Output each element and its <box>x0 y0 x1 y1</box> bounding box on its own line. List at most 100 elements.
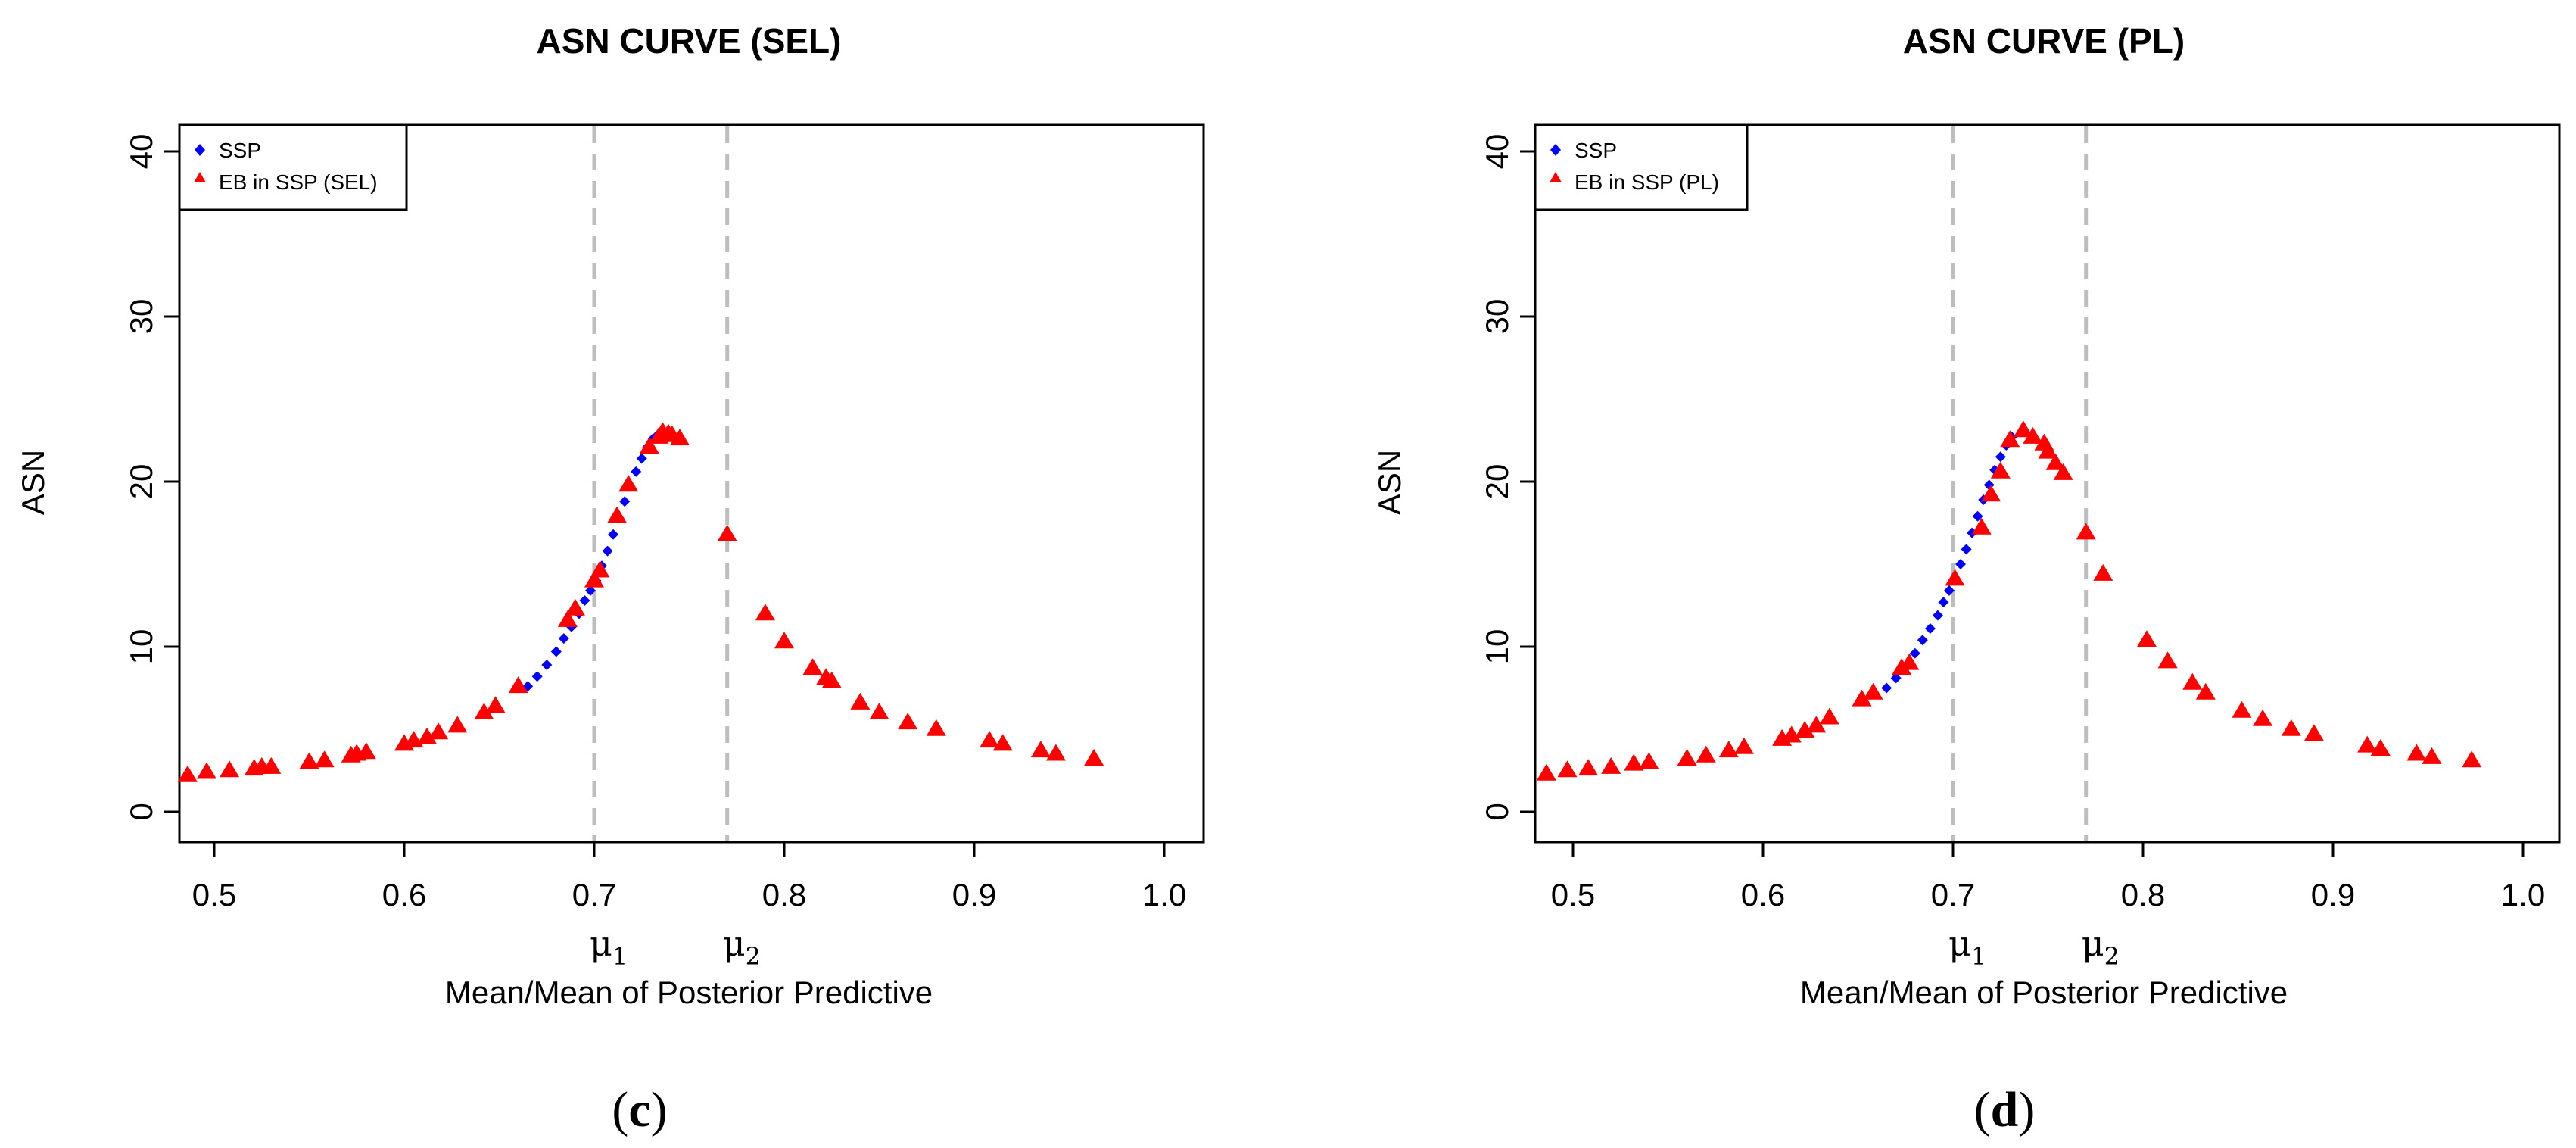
eb-point <box>755 604 775 621</box>
x-tick-label: 0.6 <box>1741 877 1785 912</box>
y-tick-label: 20 <box>123 464 159 500</box>
eb-point <box>1863 682 1883 700</box>
y-tick-label: 30 <box>1479 299 1515 335</box>
ssp-point <box>1890 672 1902 684</box>
eb-point <box>2137 630 2157 647</box>
eb-point <box>2406 744 2427 761</box>
chart-title: ASN CURVE (PL) <box>1903 21 2185 61</box>
eb-point <box>474 703 494 719</box>
eb-point <box>1899 653 1920 670</box>
x-tick-label: 1.0 <box>2501 877 2545 912</box>
eb-point <box>1536 763 1556 781</box>
chart-panel-d: ASN CURVE (PL) ASN Mean/Mean of Posterio… <box>1372 21 2561 1137</box>
eb-point <box>220 760 240 778</box>
eb-point <box>1733 737 1754 754</box>
x-tick-label: 0.5 <box>192 877 236 912</box>
eb-point <box>2253 709 2273 726</box>
y-axis-label: ASN <box>15 450 51 515</box>
eb-point <box>177 765 198 782</box>
ssp-point <box>1944 585 1955 596</box>
eb-point <box>2023 426 2043 444</box>
eb-point <box>898 713 918 730</box>
y-axis: 0 10 20 30 40 <box>123 134 179 821</box>
eb-point <box>590 560 610 578</box>
x-tick-label: 0.5 <box>1551 877 1595 912</box>
y-axis: 0 10 20 30 40 <box>1479 134 1535 821</box>
ssp-point <box>1961 544 1972 555</box>
mu2-label: μ2 <box>723 923 761 971</box>
ssp-point <box>585 585 596 596</box>
y-tick-label: 0 <box>1479 803 1515 820</box>
eb-point <box>1084 749 1104 766</box>
eb-point <box>1030 741 1051 758</box>
eb-point <box>1819 707 1839 725</box>
data-points <box>177 422 1104 782</box>
ssp-point <box>1917 635 1928 646</box>
y-tick-label: 40 <box>123 134 159 170</box>
eb-point <box>1945 569 1965 586</box>
ssp-point <box>579 595 590 606</box>
eb-point <box>2076 523 2096 540</box>
ssp-point <box>631 466 642 477</box>
y-tick-label: 10 <box>1479 629 1515 665</box>
ssp-point <box>531 671 543 682</box>
legend-triangle-icon <box>1550 172 1562 182</box>
y-tick-label: 0 <box>123 803 159 820</box>
eb-point <box>508 676 528 694</box>
legend-box <box>178 123 408 211</box>
x-tick-label: 0.7 <box>1931 877 1975 912</box>
panel-label-c: (c) <box>612 1082 667 1137</box>
eb-point <box>1781 725 1802 743</box>
eb-point <box>2232 700 2252 718</box>
legend-box <box>1534 123 1749 211</box>
eb-point <box>2370 739 2391 756</box>
eb-point <box>2093 563 2113 581</box>
legend-entry-eb: EB in SSP (SEL) <box>219 170 378 194</box>
eb-point <box>1718 741 1739 758</box>
legend-entry-ssp: SSP <box>219 139 261 162</box>
eb-point <box>1795 721 1815 738</box>
eb-point <box>314 750 335 768</box>
chart-title: ASN CURVE (SEL) <box>537 21 842 61</box>
ssp-point <box>558 633 569 644</box>
x-tick-label: 0.8 <box>762 877 806 912</box>
eb-point <box>2045 453 2066 470</box>
eb-point <box>992 734 1013 751</box>
panel-label-d: (d) <box>1974 1082 2036 1137</box>
x-tick-label: 0.7 <box>572 877 616 912</box>
eb-point <box>1578 759 1599 776</box>
y-axis-label: ASN <box>1372 450 1407 515</box>
x-tick-label: 0.8 <box>2121 877 2165 912</box>
y-tick-label: 30 <box>123 299 159 335</box>
plot-frame <box>1534 123 2561 844</box>
ssp-point <box>1924 623 1936 634</box>
eb-point <box>356 742 376 760</box>
x-axis: 0.5 0.6 0.7 0.8 0.9 1.0 <box>1551 842 2545 912</box>
data-points <box>1536 420 2482 781</box>
eb-point <box>2182 672 2203 690</box>
eb-point <box>774 632 794 649</box>
x-tick-label: 0.9 <box>2311 877 2355 912</box>
reference-lines: μ1 μ2 <box>590 126 761 971</box>
legend-entry-eb: EB in SSP (PL) <box>1575 170 1719 194</box>
x-axis-label: Mean/Mean of Posterior Predictive <box>1800 975 2288 1010</box>
legend: SSP EB in SSP (SEL) <box>178 123 408 211</box>
y-tick-label: 20 <box>1479 464 1515 500</box>
ssp-point <box>541 660 553 670</box>
mu1-label: μ1 <box>1948 923 1986 971</box>
eb-point <box>2013 420 2033 438</box>
eb-point <box>2038 441 2058 459</box>
reference-lines: μ1 μ2 <box>1948 126 2120 971</box>
legend-diamond-icon <box>195 144 205 156</box>
legend: SSP EB in SSP (PL) <box>1534 123 1749 211</box>
ssp-point <box>1972 510 1983 522</box>
eb-point <box>1981 485 2001 502</box>
x-axis-label: Mean/Mean of Posterior Predictive <box>445 975 933 1010</box>
ssp-point <box>619 496 631 507</box>
eb-point <box>2357 735 2378 753</box>
plot-frame <box>178 123 1205 844</box>
eb-point <box>1806 716 1827 733</box>
y-tick-label: 10 <box>123 629 159 665</box>
eb-point <box>261 756 282 774</box>
